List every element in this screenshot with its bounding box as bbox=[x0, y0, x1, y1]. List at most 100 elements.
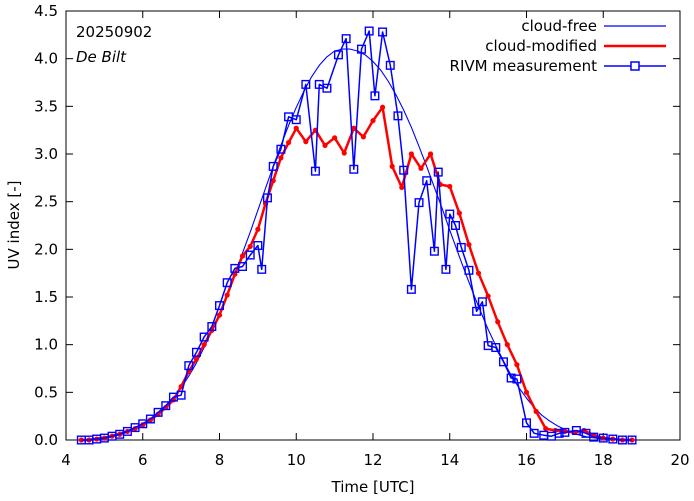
data-point bbox=[589, 432, 599, 442]
data-point bbox=[406, 284, 416, 294]
y-tick-label: 3.0 bbox=[34, 145, 58, 163]
data-point bbox=[529, 428, 539, 438]
data-point bbox=[393, 111, 403, 121]
data-point bbox=[629, 437, 635, 443]
data-point bbox=[466, 241, 472, 248]
series-line bbox=[81, 106, 632, 442]
data-point bbox=[598, 433, 608, 443]
data-point bbox=[351, 125, 357, 131]
y-tick-label: 2.5 bbox=[34, 193, 58, 211]
data-point bbox=[201, 342, 207, 348]
y-tick-label: 2.0 bbox=[34, 240, 58, 258]
data-point bbox=[303, 139, 309, 145]
data-point bbox=[472, 306, 482, 316]
y-tick-label: 0.0 bbox=[34, 431, 58, 449]
data-point bbox=[389, 163, 395, 169]
x-axis: 4 6 8 10 12 14 16 18 20 bbox=[61, 11, 690, 469]
data-point bbox=[268, 161, 278, 171]
data-point bbox=[239, 253, 246, 259]
data-point bbox=[554, 428, 564, 438]
data-point bbox=[447, 183, 453, 190]
data-point bbox=[506, 373, 516, 383]
y-tick-label: 0.5 bbox=[34, 383, 58, 401]
data-point bbox=[627, 435, 637, 445]
data-point bbox=[78, 437, 84, 443]
data-point bbox=[138, 419, 148, 429]
data-point bbox=[341, 150, 347, 156]
data-point bbox=[333, 50, 343, 60]
legend: cloud-free cloud-modified RIVM measureme… bbox=[450, 17, 666, 75]
data-point bbox=[176, 390, 186, 400]
data-point bbox=[385, 60, 395, 70]
data-point bbox=[399, 184, 405, 190]
data-point bbox=[214, 301, 224, 311]
data-point bbox=[617, 435, 627, 445]
data-point bbox=[238, 261, 248, 271]
data-point bbox=[441, 264, 451, 274]
data-point bbox=[522, 418, 532, 428]
data-point bbox=[418, 165, 424, 171]
data-point bbox=[278, 155, 284, 161]
legend-label-rivm: RIVM measurement bbox=[450, 57, 598, 75]
data-point bbox=[379, 104, 386, 110]
x-tick-label: 18 bbox=[594, 451, 613, 469]
data-point bbox=[475, 270, 482, 276]
data-point bbox=[414, 198, 424, 208]
data-point bbox=[370, 118, 376, 124]
series-line bbox=[81, 30, 632, 441]
data-point bbox=[523, 389, 530, 395]
series-layer bbox=[76, 26, 637, 445]
x-tick-label: 4 bbox=[61, 451, 71, 469]
location-label: De Bilt bbox=[76, 48, 127, 66]
y-tick-label: 4.5 bbox=[34, 2, 58, 20]
x-tick-label: 6 bbox=[138, 451, 148, 469]
data-point bbox=[191, 347, 201, 357]
x-tick-label: 12 bbox=[363, 451, 382, 469]
data-point bbox=[543, 425, 549, 432]
data-point bbox=[262, 193, 272, 203]
y-axis: 0.0 0.5 1.0 1.5 2.0 2.5 3.0 3.5 4.0 4.5 bbox=[34, 2, 680, 449]
data-point bbox=[207, 322, 217, 332]
data-point bbox=[445, 209, 455, 219]
data-point bbox=[378, 27, 388, 37]
data-point bbox=[222, 278, 232, 288]
data-point bbox=[456, 210, 462, 216]
data-point bbox=[257, 264, 267, 274]
legend-label-cloud-modified: cloud-modified bbox=[485, 37, 597, 55]
data-point bbox=[270, 178, 276, 184]
data-point bbox=[291, 115, 301, 125]
y-axis-label: UV index [-] bbox=[5, 181, 23, 270]
data-point bbox=[504, 342, 510, 348]
data-point bbox=[533, 408, 539, 414]
x-tick-label: 8 bbox=[215, 451, 225, 469]
data-point bbox=[356, 44, 366, 54]
data-point bbox=[349, 164, 359, 174]
data-point bbox=[245, 250, 255, 260]
data-point bbox=[399, 165, 409, 175]
date-label: 20250902 bbox=[76, 23, 152, 41]
data-point bbox=[571, 425, 581, 435]
data-point bbox=[145, 414, 155, 424]
data-point bbox=[433, 167, 443, 177]
data-point bbox=[293, 125, 299, 131]
data-point bbox=[451, 220, 461, 230]
data-point bbox=[464, 265, 474, 275]
data-point bbox=[341, 34, 351, 44]
data-point bbox=[332, 135, 338, 141]
data-point bbox=[370, 91, 380, 101]
data-point bbox=[153, 407, 163, 417]
data-point bbox=[301, 79, 311, 89]
data-point bbox=[608, 434, 618, 444]
data-point bbox=[495, 319, 501, 325]
y-tick-label: 1.5 bbox=[34, 288, 58, 306]
data-point bbox=[429, 246, 439, 256]
data-point bbox=[310, 166, 320, 176]
data-point bbox=[184, 361, 194, 371]
data-point bbox=[514, 362, 520, 368]
data-point bbox=[456, 242, 466, 252]
data-point bbox=[491, 343, 501, 353]
data-point bbox=[560, 427, 570, 437]
data-point bbox=[255, 226, 261, 232]
data-point bbox=[199, 332, 209, 342]
